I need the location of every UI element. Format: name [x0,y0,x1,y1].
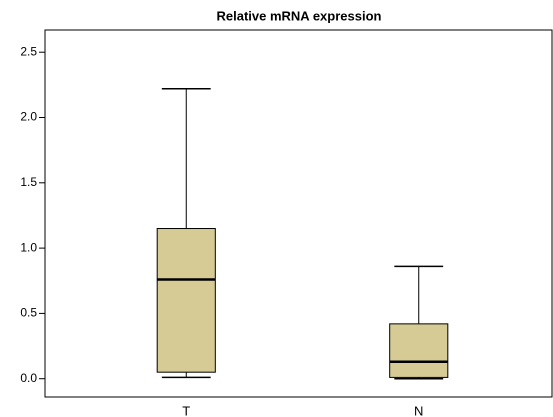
y-tick-label: 2.0 [20,110,37,124]
y-tick-label: 2.5 [20,44,37,58]
y-tick-label: 0.5 [20,306,37,320]
x-tick-label: T [182,403,190,417]
y-tick-label: 1.0 [20,240,37,254]
box [156,228,216,373]
chart-title: Relative mRNA expression [217,8,382,23]
y-tick-label: 1.5 [20,175,37,189]
y-tick-label: 0.0 [20,371,37,385]
x-tick-label: N [414,403,423,417]
box [389,323,449,378]
plot-frame [44,29,553,398]
